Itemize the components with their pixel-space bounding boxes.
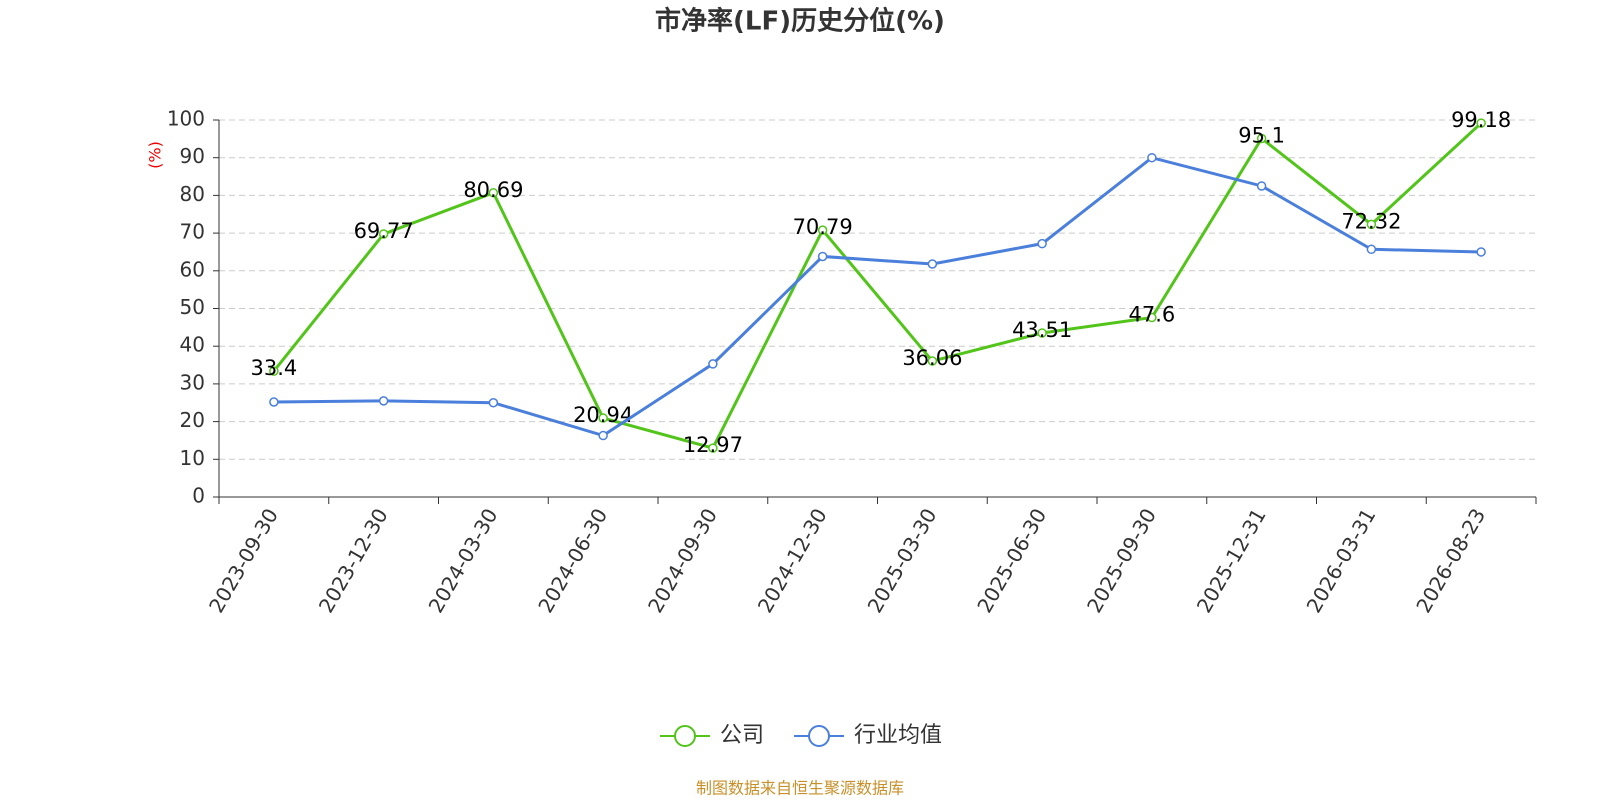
y-tick-label: 10 [180, 446, 205, 470]
data-label: 70.79 [793, 215, 853, 239]
data-label: 36.06 [902, 346, 962, 370]
y-tick-label: 90 [180, 144, 205, 168]
x-tick-label: 2024-09-30 [643, 504, 722, 617]
point [927, 356, 938, 366]
point [1256, 181, 1267, 191]
point [269, 366, 279, 376]
point [708, 443, 718, 453]
point [488, 398, 499, 408]
point [378, 229, 389, 239]
data-label: 47.6 [1128, 303, 1175, 327]
point [817, 225, 828, 235]
point [1366, 244, 1377, 255]
point [488, 188, 499, 198]
legend-label: 公司 [720, 723, 764, 748]
x-tick-label: 2026-03-31 [1302, 504, 1381, 617]
y-tick-label: 60 [180, 257, 205, 281]
point [598, 413, 608, 423]
data-label: 43.51 [1012, 318, 1072, 342]
point [1256, 133, 1267, 144]
chart-title: 市净率(LF)历史分位(%) [655, 6, 945, 37]
y-tick-label: 0 [192, 484, 205, 508]
legend-marker [808, 725, 831, 747]
data-label: 99.18 [1451, 108, 1511, 132]
series-line [273, 156, 1482, 438]
point [1147, 312, 1157, 323]
data-label: 12.97 [683, 433, 743, 457]
y-tick-label: 40 [180, 333, 205, 357]
y-tick-label: 50 [180, 295, 205, 319]
x-tick-label: 2025-09-30 [1082, 504, 1161, 617]
x-tick-label: 2026-08-23 [1411, 504, 1490, 617]
y-tick-label: 70 [180, 220, 205, 244]
point [708, 359, 718, 369]
y-tick-label: 80 [180, 182, 205, 206]
x-tick-label: 2024-06-30 [533, 504, 612, 617]
source-note: 制图数据来自恒生聚源数据库 [696, 779, 904, 798]
data-label: 95.1 [1238, 123, 1285, 147]
point [1037, 238, 1047, 249]
data-label: 69.77 [354, 219, 414, 243]
y-tick-label: 30 [180, 370, 205, 394]
x-tick-label: 2025-03-30 [863, 504, 942, 617]
series-line [272, 121, 1483, 450]
x-tick-label: 2023-09-30 [204, 504, 283, 617]
data-label: 33.4 [250, 356, 297, 380]
point [817, 251, 828, 262]
x-tick-label: 2024-12-30 [753, 504, 832, 617]
point [378, 396, 389, 406]
x-tick-label: 2024-03-30 [424, 504, 503, 617]
legend-label: 行业均值 [854, 723, 942, 748]
y-axis-label: (%) [146, 141, 165, 169]
point [269, 397, 279, 407]
y-tick-label: 100 [167, 107, 205, 131]
point [1476, 118, 1486, 128]
point [1366, 219, 1377, 230]
point [598, 430, 608, 441]
legend-marker [674, 725, 696, 747]
point [927, 259, 938, 269]
point [1037, 328, 1047, 338]
x-tick-label: 2025-06-30 [972, 504, 1051, 617]
y-tick-label: 20 [180, 408, 205, 432]
point [1476, 247, 1486, 257]
x-tick-label: 2023-12-30 [314, 504, 393, 617]
point [1147, 152, 1157, 163]
data-label: 72.32 [1341, 209, 1401, 233]
data-label: 80.69 [463, 178, 523, 202]
x-tick-label: 2025-12-31 [1192, 504, 1271, 617]
